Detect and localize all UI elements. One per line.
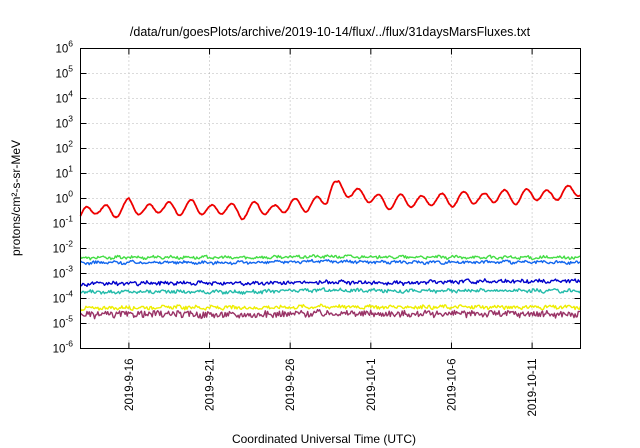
chart-title: /data/run/goesPlots/archive/2019-10-14/f… xyxy=(130,25,531,39)
x-tick-label: 2019-10-1 xyxy=(366,359,378,411)
y-tick-label: 10-2 xyxy=(53,239,74,256)
y-tick-label: 100 xyxy=(55,189,73,206)
y-tick-label: 10-3 xyxy=(53,264,74,281)
y-tick-label: 105 xyxy=(55,64,73,81)
series-line xyxy=(79,308,581,320)
y-tick-label: 102 xyxy=(55,139,73,156)
y-axis: 10-6 10-5 10-4 10-3 10-2 10-1 100 101 102 103 104 1… xyxy=(53,39,581,356)
y-tick-label: 10-1 xyxy=(53,214,74,231)
y-tick-label: 10-4 xyxy=(53,289,74,306)
y-tick-label: 103 xyxy=(55,114,73,131)
series-line xyxy=(79,258,581,266)
x-tick-label: 2019-10-6 xyxy=(446,359,458,411)
y-tick-label: 101 xyxy=(55,164,73,181)
x-tick-label: 2019-9-26 xyxy=(285,359,297,411)
x-tick-label: 2019-9-21 xyxy=(205,359,217,411)
x-axis-label: Coordinated Universal Time (UTC) xyxy=(232,432,416,446)
grid xyxy=(80,48,581,349)
x-tick-label: 2019-10-11 xyxy=(527,359,539,417)
series-line xyxy=(79,253,581,261)
y-tick-label: 106 xyxy=(55,39,73,56)
series-group xyxy=(79,179,582,320)
series-line xyxy=(80,278,581,287)
series-line xyxy=(80,287,582,295)
y-axis-label: protons/cm²-s-sr-MeV xyxy=(9,140,23,256)
x-axis: 2019-9-16 2019-9-21 2019-9-26 2019-10-1 2019… xyxy=(124,48,539,417)
y-tick-label: 10-5 xyxy=(53,314,74,331)
series-line xyxy=(79,179,582,221)
y-tick-label: 10-6 xyxy=(53,339,74,356)
y-tick-label: 104 xyxy=(55,89,73,106)
x-tick-label: 2019-9-16 xyxy=(124,359,136,411)
series-line xyxy=(79,303,582,312)
